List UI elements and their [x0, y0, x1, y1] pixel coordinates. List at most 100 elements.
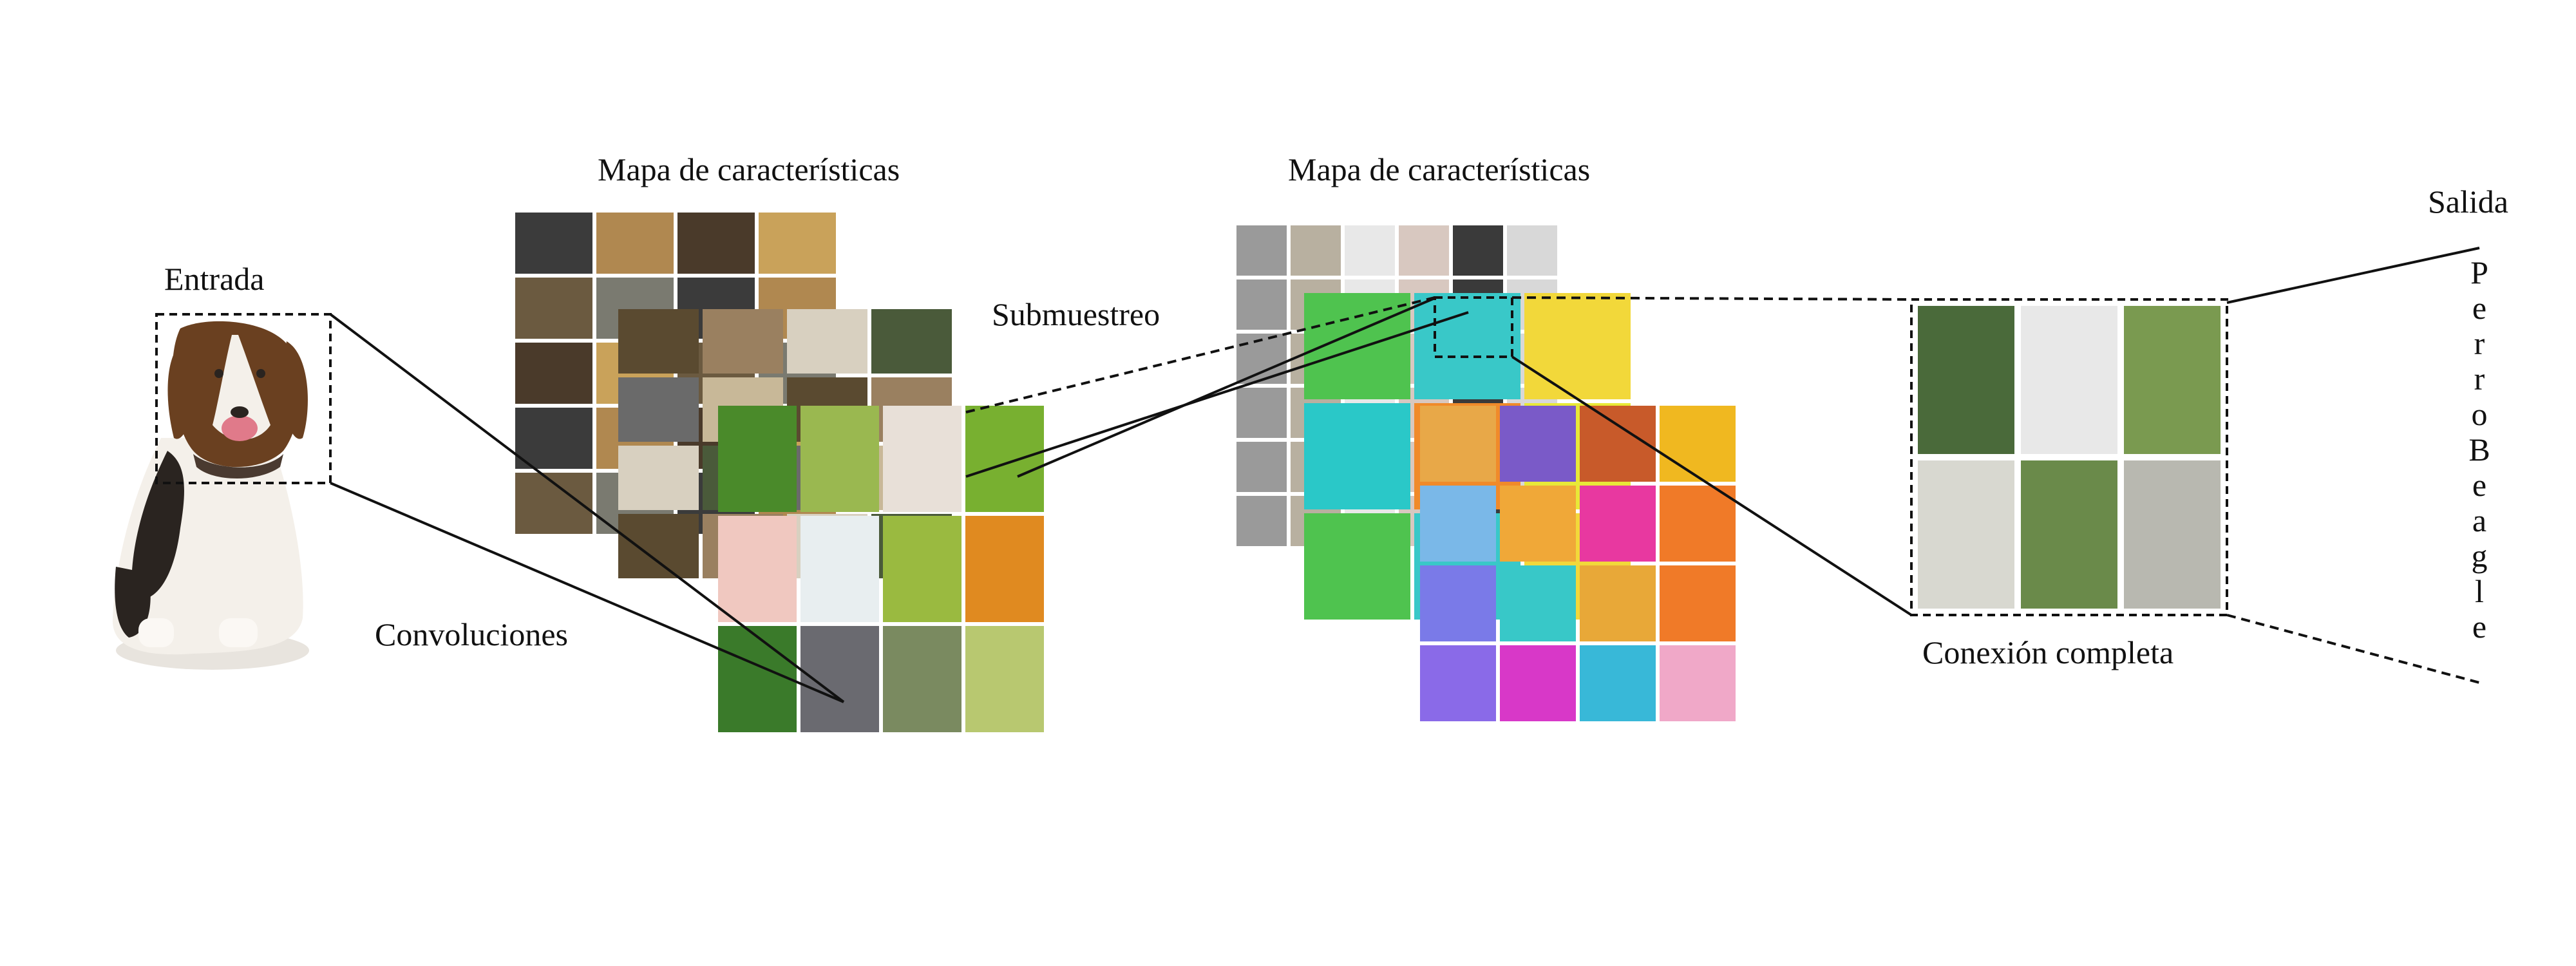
- feature-map-2-mid-layer-tile: [1524, 293, 1631, 399]
- feature-map-2-front-layer-tile: [1420, 486, 1496, 562]
- feature-map-2-front-layer-tile: [1420, 406, 1496, 482]
- full-connection-tiles: [1918, 306, 2221, 609]
- output-letter: g: [2472, 538, 2488, 574]
- output-letter: e: [2472, 467, 2486, 503]
- convolution-line-top: [329, 313, 845, 703]
- output-line-bottom: [2226, 614, 2480, 684]
- output-label: Salida: [2428, 184, 2508, 220]
- feature-map-1-mid-layer-tile: [618, 446, 699, 510]
- feature-map-2-back-layer-tile: [1236, 388, 1287, 438]
- dog-ear-right: [280, 341, 308, 439]
- feature-map-2-back-layer-tile: [1236, 279, 1287, 330]
- dog-eye-left: [214, 369, 223, 378]
- feature-map-2-back-layer-tile: [1236, 496, 1287, 546]
- feature-map-2-front-layer-tile: [1580, 406, 1656, 482]
- feature-map-2-front-layer-tile: [1420, 565, 1496, 641]
- convolution-line-bottom: [330, 482, 844, 703]
- feature-map-1-front-layer-tile: [965, 626, 1044, 732]
- feature-map-1-back-layer-tile: [677, 213, 755, 274]
- subsample-line-solid-1: [965, 311, 1469, 478]
- feature-map-2-back-layer-tile: [1453, 225, 1503, 276]
- output-letter: e: [2472, 290, 2486, 326]
- feature-map-2-back-layer-tile: [1399, 225, 1449, 276]
- feature-map-1-back-layer-tile: [596, 213, 674, 274]
- dog-ear-left: [167, 338, 196, 439]
- output-letter: o: [2472, 396, 2488, 432]
- feature-map-1-mid-layer-tile: [618, 514, 699, 578]
- feature-map-2-mid-layer-tile: [1414, 293, 1520, 399]
- dog-hind-patch: [115, 567, 151, 638]
- full-connection-tiles-tile: [2124, 306, 2221, 454]
- full-connection-tiles-tile: [2124, 460, 2221, 609]
- feature-map-2-mid-layer-tile: [1304, 513, 1410, 620]
- feature-map-2-front-layer-tile: [1580, 565, 1656, 641]
- dog-nose: [231, 406, 249, 418]
- feature-map-2-front-layer-tile: [1580, 645, 1656, 721]
- feature-map-1-front-layer-tile: [965, 516, 1044, 622]
- feature-map-2-back-layer-tile: [1291, 225, 1341, 276]
- feature-map-2-front-layer-tile: [1500, 486, 1576, 562]
- full-connection-panel: [1918, 306, 2221, 609]
- output-letter: B: [2468, 431, 2490, 468]
- dog-collar: [193, 454, 283, 479]
- feature-map-1-front-layer-tile: [883, 406, 961, 512]
- feature-map-2-front-layer: [1420, 406, 1736, 721]
- output-letter: l: [2475, 573, 2484, 609]
- feature-map-1-front-layer: [718, 406, 1044, 732]
- feature-map-1-front-layer-tile: [718, 406, 797, 512]
- fc-line-solid: [1511, 355, 1913, 616]
- connection-lines: [329, 247, 2480, 703]
- feature-map-1-mid-layer-tile: [618, 377, 699, 442]
- full-connection-tiles-tile: [2021, 460, 2117, 609]
- full-connection-tiles-tile: [1918, 460, 2014, 609]
- feature-map-1-front-layer-tile: [883, 516, 961, 622]
- feature-map-1-front-layer-tile: [883, 626, 961, 732]
- feature-map-2-back-layer-tile: [1507, 225, 1557, 276]
- output-letter: P: [2470, 254, 2488, 290]
- dog-paw-right: [219, 618, 258, 647]
- feature-map-1-front-layer-tile: [718, 626, 797, 732]
- feature-map-2-front-layer-tile: [1500, 565, 1576, 641]
- feature-map-2-back-layer-tile: [1236, 442, 1287, 492]
- output-letter: r: [2474, 325, 2485, 361]
- feature-map-1-stack: [515, 213, 1044, 732]
- full-connection-tiles-tile: [1918, 306, 2014, 454]
- feature-map-2-label: Mapa de características: [1288, 151, 1590, 187]
- dog-paw-left: [138, 618, 174, 647]
- feature-map-1-front-layer-tile: [718, 516, 797, 622]
- feature-map-1-mid-layer-tile: [618, 309, 699, 374]
- feature-map-2-front-layer-tile: [1660, 486, 1736, 562]
- feature-map-2-mid-layer-tile: [1304, 403, 1410, 509]
- feature-map-1-label: Mapa de características: [598, 151, 900, 187]
- full-connection-tiles-tile: [2021, 306, 2117, 454]
- feature-map-1-mid-layer-tile: [703, 309, 783, 374]
- feature-map-1-front-layer-tile: [800, 406, 879, 512]
- feature-map-2-front-layer-tile: [1500, 645, 1576, 721]
- output-letter: a: [2472, 502, 2486, 538]
- feature-map-2-back-layer-tile: [1345, 225, 1395, 276]
- subsample-line-dashed: [965, 296, 1435, 413]
- subsample-line-solid-2: [1017, 296, 1437, 478]
- output-letter: r: [2474, 361, 2485, 397]
- fc-line-dashed-top: [1511, 296, 1912, 301]
- input-label: Entrada: [164, 261, 264, 297]
- dog-blaze: [213, 335, 270, 440]
- feature-map-2-front-layer-tile: [1420, 645, 1496, 721]
- feature-map-2-front-layer-tile: [1660, 406, 1736, 482]
- feature-map-2-back-layer-tile: [1236, 225, 1287, 276]
- feature-map-1-front-layer-tile: [800, 516, 879, 622]
- feature-map-1-mid-layer-tile: [871, 309, 952, 374]
- full-connection-label: Conexión completa: [1922, 634, 2174, 670]
- feature-map-2-front-layer-tile: [1580, 486, 1656, 562]
- feature-map-2-front-layer-tile: [1660, 565, 1736, 641]
- input-dog-image: [112, 321, 309, 670]
- dog-tongue: [222, 415, 258, 441]
- feature-map-1-back-layer-tile: [515, 213, 592, 274]
- subsample-window: [1434, 296, 1513, 358]
- input-receptive-field: [155, 313, 332, 484]
- feature-map-1-back-layer-tile: [515, 408, 592, 469]
- subsampling-label: Submuestreo: [992, 296, 1160, 332]
- output-line-top: [2226, 247, 2480, 304]
